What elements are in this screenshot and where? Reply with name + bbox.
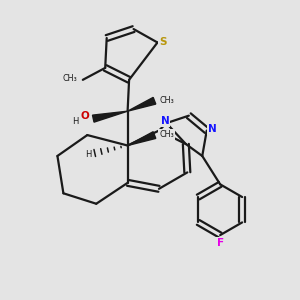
Text: CH₃: CH₃ (63, 74, 78, 83)
Polygon shape (128, 98, 156, 111)
Text: N: N (160, 116, 169, 126)
Text: H: H (85, 150, 92, 159)
Text: O: O (80, 111, 89, 121)
Text: H: H (72, 116, 79, 125)
Text: F: F (217, 238, 224, 248)
Text: CH₃: CH₃ (159, 96, 174, 105)
Text: N: N (208, 124, 217, 134)
Text: S: S (159, 37, 166, 47)
Polygon shape (92, 111, 128, 122)
Polygon shape (128, 132, 156, 145)
Text: CH₃: CH₃ (159, 130, 174, 139)
